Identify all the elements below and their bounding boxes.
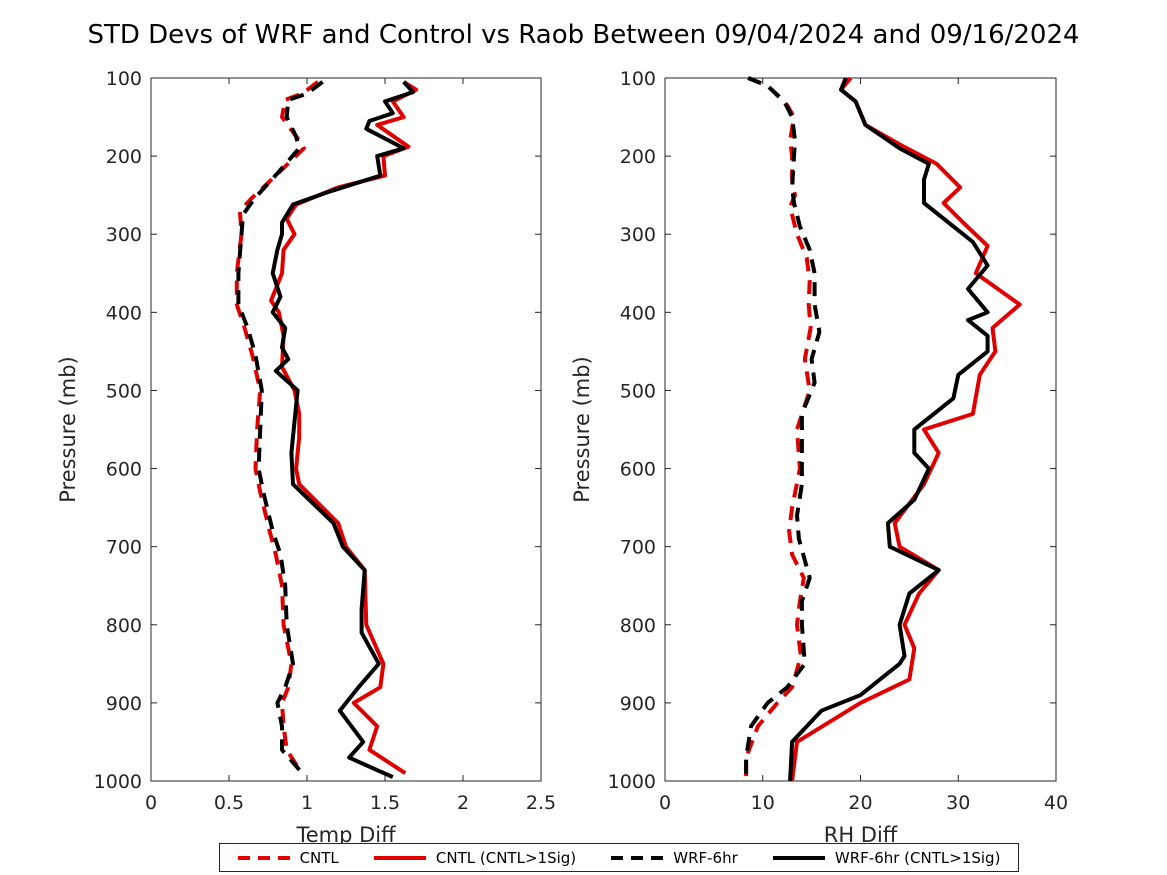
series-line-cntl	[234, 80, 320, 771]
series-line-wrf-6hr	[236, 80, 324, 775]
x-tick-label: 0	[145, 792, 157, 814]
x-tick-label: 0.5	[214, 792, 244, 814]
y-tick-label: 700	[106, 537, 142, 559]
y-tick-label: 800	[620, 615, 656, 637]
x-tick-label: 2.5	[526, 792, 556, 814]
legend-item: CNTL (CNTL>1Sig)	[373, 848, 577, 867]
y-tick-label: 500	[106, 380, 142, 402]
y-tick-label: 900	[620, 693, 656, 715]
legend-item: WRF-6hr	[611, 849, 738, 867]
x-tick-label: 30	[946, 792, 970, 814]
y-tick-label: 100	[620, 68, 656, 90]
y-tick-label: 500	[620, 380, 656, 402]
legend-label: CNTL	[299, 848, 339, 867]
legend-label: CNTL (CNTL>1Sig)	[435, 848, 577, 867]
y-tick-label: 200	[620, 146, 656, 168]
y-tick-label: 300	[106, 224, 142, 246]
legend-label: WRF-6hr (CNTL>1Sig)	[834, 848, 1001, 867]
y-tick-label: 1000	[608, 771, 656, 793]
x-tick-label: 40	[1044, 792, 1068, 814]
y-axis-label: Pressure (mb)	[56, 356, 80, 503]
y-tick-label: 300	[620, 224, 656, 246]
x-tick-label: 10	[751, 792, 775, 814]
series-line-wrf-6hr	[744, 76, 822, 781]
x-tick-label: 1.5	[370, 792, 400, 814]
legend: CNTL CNTL (CNTL>1Sig) WRF-6hr WRF-6hr (CNTL…	[219, 843, 1019, 872]
y-tick-label: 100	[106, 68, 142, 90]
y-tick-label: 600	[106, 459, 142, 481]
axes-frame	[150, 77, 542, 782]
x-tick-label: 0	[659, 792, 671, 814]
y-tick-label: 800	[106, 615, 142, 637]
y-tick-label: 1000	[94, 771, 142, 793]
legend-swatch	[373, 855, 426, 860]
y-tick-label: 400	[620, 302, 656, 324]
y-tick-label: 400	[106, 302, 142, 324]
legend-swatch	[237, 855, 290, 860]
y-tick-label: 200	[106, 146, 142, 168]
axes-frame	[664, 77, 1057, 782]
y-tick-label: 900	[106, 693, 142, 715]
figure-title: STD Devs of WRF and Control vs Raob Betw…	[87, 20, 1080, 50]
panel-2: 0 10 20 30 40 100 200 300 400 500 600 700 800 900 1000…	[570, 68, 1068, 847]
legend-item: WRF-6hr (CNTL>1Sig)	[772, 848, 1001, 867]
legend-swatch	[611, 855, 664, 860]
y-tick-label: 600	[620, 459, 656, 481]
legend-swatch	[772, 855, 825, 860]
series-line-wrf-6hr-cntl-1sig	[788, 77, 990, 782]
legend-item: CNTL	[237, 848, 339, 867]
x-tick-label: 2	[457, 792, 469, 814]
series-line-wrf-6hr-cntl-1sig	[270, 80, 416, 779]
x-tick-label: 1	[301, 792, 313, 814]
panel-1: 0 0.5 1 1.5 2 2.5 100 200 300 400 500 600 700 800 900 1…	[56, 68, 556, 847]
legend-label: WRF-6hr	[673, 848, 738, 867]
y-axis-label: Pressure (mb)	[570, 356, 594, 503]
x-tick-label: 20	[848, 792, 872, 814]
series-line-cntl-cntl-1sig	[790, 76, 1022, 782]
y-tick-label: 700	[620, 537, 656, 559]
series-line-cntl	[744, 76, 813, 781]
